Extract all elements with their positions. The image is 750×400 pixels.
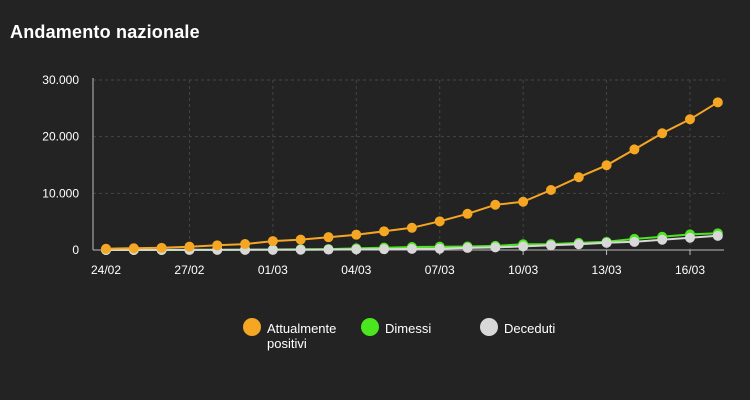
- legend-item-deceduti[interactable]: Deceduti: [480, 318, 586, 336]
- data-point-attualmente-positivi: [629, 144, 640, 155]
- data-point-attualmente-positivi: [657, 128, 668, 139]
- legend-label-attualmente-positivi: Attualmente positivi: [267, 321, 349, 351]
- data-point-attualmente-positivi: [156, 242, 167, 253]
- chart-title: Andamento nazionale: [10, 22, 200, 42]
- data-point-attualmente-positivi: [601, 160, 612, 171]
- data-point-deceduti: [267, 244, 278, 255]
- data-point-deceduti: [712, 230, 723, 241]
- data-point-deceduti: [685, 232, 695, 243]
- data-point-attualmente-positivi: [545, 184, 556, 195]
- legend-label-line1: Attualmente: [267, 321, 337, 336]
- legend-dot-dimessi: [361, 318, 379, 336]
- data-point-attualmente-positivi: [351, 229, 362, 240]
- legend-label-line2: positivi: [267, 336, 307, 351]
- data-point-deceduti: [434, 243, 445, 254]
- data-point-deceduti: [379, 244, 390, 255]
- data-point-attualmente-positivi: [101, 243, 111, 254]
- x-tick-label: 13/03: [592, 263, 622, 277]
- data-point-attualmente-positivi: [434, 216, 445, 227]
- legend-label-line1: Dimessi: [385, 321, 432, 336]
- legend-label-line1: Deceduti: [504, 321, 556, 336]
- data-point-attualmente-positivi: [462, 208, 473, 219]
- data-point-deceduti: [490, 242, 501, 253]
- data-point-deceduti: [295, 244, 306, 255]
- data-point-deceduti: [462, 242, 473, 253]
- x-tick-label: 27/02: [174, 263, 204, 277]
- x-tick-label: 01/03: [258, 263, 288, 277]
- data-point-attualmente-positivi: [490, 199, 501, 210]
- data-point-deceduti: [629, 236, 640, 247]
- y-tick-label: 20.000: [42, 130, 79, 144]
- data-point-attualmente-positivi: [240, 239, 251, 250]
- legend-label-deceduti: Deceduti: [504, 321, 586, 336]
- data-point-attualmente-positivi: [212, 240, 223, 251]
- data-point-attualmente-positivi: [712, 97, 723, 108]
- data-point-deceduti: [601, 237, 612, 248]
- legend-dot-attualmente-positivi: [243, 318, 261, 336]
- x-tick-label: 04/03: [341, 263, 371, 277]
- data-point-deceduti: [518, 241, 529, 252]
- legend-item-dimessi[interactable]: Dimessi: [361, 318, 467, 336]
- data-point-deceduti: [406, 243, 417, 254]
- data-point-attualmente-positivi: [128, 243, 139, 254]
- y-tick-label: 10.000: [42, 186, 79, 200]
- data-point-attualmente-positivi: [406, 222, 417, 233]
- y-tick-label: 0: [72, 243, 79, 257]
- data-point-attualmente-positivi: [184, 241, 195, 252]
- x-tick-label: 10/03: [508, 263, 538, 277]
- legend-item-attualmente-positivi[interactable]: Attualmente positivi: [243, 318, 349, 351]
- x-tick-label: 07/03: [425, 263, 455, 277]
- legend-label-dimessi: Dimessi: [385, 321, 467, 336]
- x-tick-label: 24/02: [91, 263, 121, 277]
- data-point-deceduti: [545, 240, 556, 251]
- data-point-deceduti: [573, 239, 584, 250]
- data-point-attualmente-positivi: [267, 236, 278, 247]
- data-point-attualmente-positivi: [518, 196, 529, 207]
- data-point-attualmente-positivi: [573, 172, 584, 183]
- x-tick-label: 16/03: [675, 263, 705, 277]
- y-tick-label: 30.000: [42, 73, 79, 87]
- data-point-deceduti: [351, 244, 362, 255]
- data-point-attualmente-positivi: [379, 226, 390, 237]
- data-point-attualmente-positivi: [295, 234, 306, 245]
- data-point-attualmente-positivi: [685, 114, 695, 125]
- data-point-deceduti: [657, 234, 668, 245]
- chart-legend: Attualmente positivi Dimessi Deceduti: [0, 318, 750, 368]
- legend-dot-deceduti: [480, 318, 498, 336]
- data-point-deceduti: [323, 244, 334, 255]
- data-point-attualmente-positivi: [323, 232, 334, 243]
